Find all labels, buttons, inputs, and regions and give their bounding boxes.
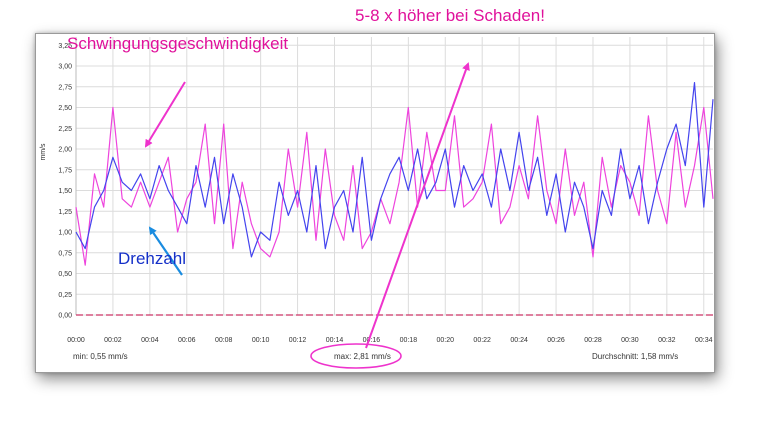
x-tick-label: 00:22 (473, 337, 491, 344)
x-tick-label: 00:14 (326, 337, 344, 344)
damage-annotation: 5-8 x höher bei Schaden! (355, 6, 545, 25)
y-axis-label: mm/s (40, 143, 47, 161)
x-tick-label: 00:20 (437, 337, 455, 344)
x-tick-label: 00:32 (658, 337, 676, 344)
x-tick-label: 00:28 (584, 337, 602, 344)
y-tick-label: 3,25 (58, 43, 72, 50)
y-tick-label: 3,00 (58, 64, 72, 71)
average-stat: Durchschnitt: 1,58 mm/s (592, 352, 679, 361)
x-tick-label: 00:26 (547, 337, 565, 344)
y-tick-label: 2,00 (58, 147, 72, 154)
min-stat: min: 0,55 mm/s (73, 352, 128, 361)
x-tick-label: 00:16 (363, 337, 381, 344)
x-tick-label: 00:18 (400, 337, 418, 344)
series-lines (75, 81, 714, 266)
y-tick-label: 2,25 (58, 126, 72, 133)
line-chart: 0,00 0,25 0,50 0,75 1,00 1,25 1,50 1,75 2,00 2,25… (40, 37, 714, 344)
x-tick-label: 00:06 (178, 337, 196, 344)
max-stat: max: 2,81 mm/s (334, 352, 391, 361)
y-tick-label: 2,50 (58, 105, 72, 112)
y-tick-label: 1,00 (58, 230, 72, 237)
x-tick-label: 00:00 (67, 337, 85, 344)
vibration-velocity-annotation: Schwingungsgeschwindigkeit (67, 34, 289, 53)
chart-panel: 0,00 0,25 0,50 0,75 1,00 1,25 1,50 1,75 2,00 2,25… (35, 33, 715, 373)
x-tick-label: 00:24 (510, 337, 528, 344)
x-tick-label: 00:02 (104, 337, 122, 344)
y-tick-label: 0,50 (58, 271, 72, 278)
y-tick-label: 0,00 (58, 313, 72, 320)
y-tick-label: 1,75 (58, 167, 72, 174)
x-tick-label: 00:04 (141, 337, 159, 344)
x-tick-label: 00:08 (215, 337, 233, 344)
x-tick-label: 00:30 (621, 337, 639, 344)
y-tick-label: 1,50 (58, 188, 72, 195)
y-tick-label: 1,25 (58, 209, 72, 216)
y-tick-labels: 0,00 0,25 0,50 0,75 1,00 1,25 1,50 1,75 2,00 2,25… (58, 43, 72, 320)
y-tick-label: 0,75 (58, 250, 72, 257)
series-line-vibration (75, 106, 714, 266)
x-tick-label: 00:12 (289, 337, 307, 344)
y-tick-label: 2,75 (58, 84, 72, 91)
x-tick-label: 00:10 (252, 337, 270, 344)
y-tick-label: 0,25 (58, 292, 72, 299)
x-tick-label: 00:34 (695, 337, 713, 344)
rpm-annotation: Drehzahl (118, 249, 187, 268)
x-tick-labels: 00:00 00:02 00:04 00:06 00:08 00:10 00:12 00:14… (67, 337, 712, 344)
